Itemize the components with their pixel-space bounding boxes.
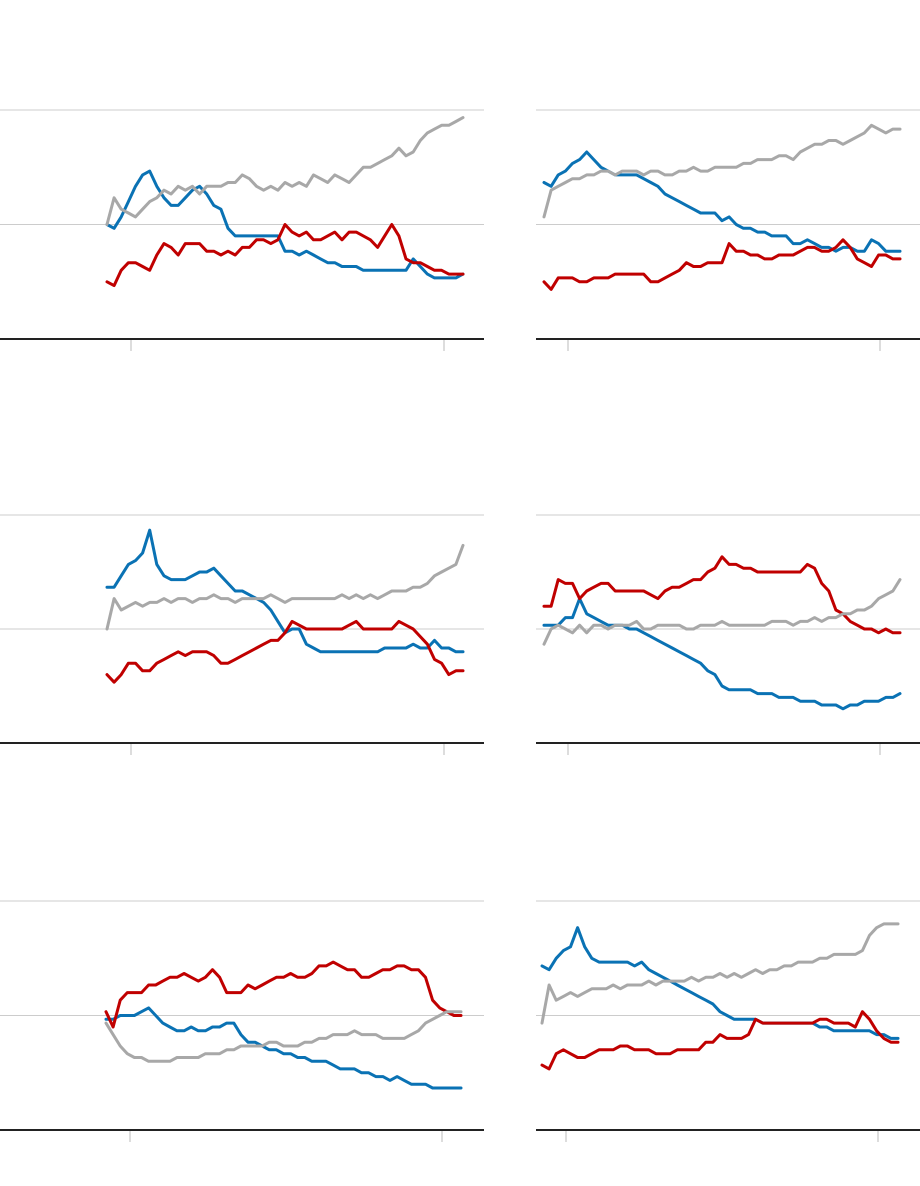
series-line-red (105, 619, 465, 684)
series-line-blue (104, 1006, 463, 1090)
series-line-gray (542, 123, 902, 219)
chart-panel-3 (0, 514, 484, 755)
chart-panel-6 (536, 900, 920, 1142)
series-line-gray (105, 543, 465, 631)
series-line-gray (104, 1010, 463, 1063)
chart-panel-4 (536, 514, 920, 755)
series-line-gray (105, 116, 465, 226)
chart-panel-2 (536, 109, 920, 351)
series-line-gray (542, 578, 902, 646)
series-line-blue (542, 597, 902, 711)
chart-panel-5 (0, 900, 484, 1142)
series-line-blue (542, 150, 902, 253)
series-line-blue (105, 169, 465, 280)
series-line-red (105, 223, 465, 288)
chart-panel-1 (0, 109, 484, 351)
series-line-red (540, 1010, 900, 1071)
series-line-red (542, 238, 902, 291)
series-line-gray (540, 922, 900, 1025)
series-line-blue (540, 926, 900, 1040)
series-line-red (542, 555, 902, 635)
series-line-red (104, 960, 463, 1029)
